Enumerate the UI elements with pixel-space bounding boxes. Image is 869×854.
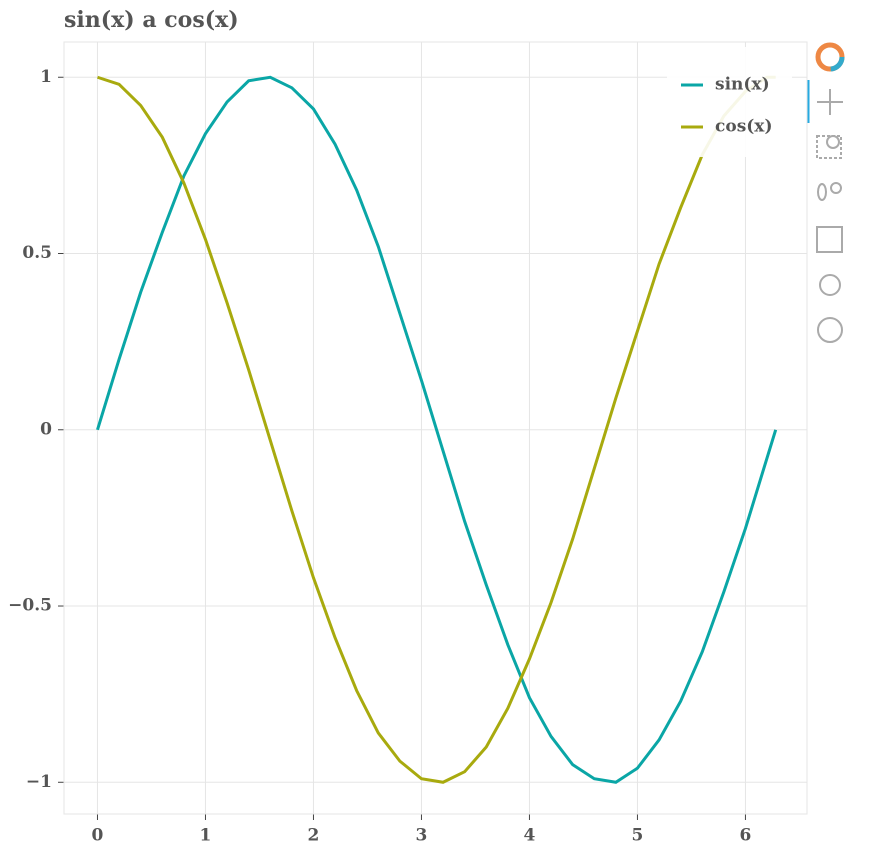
legend-label: sin(x) [715,75,770,95]
legend-label: cos(x) [715,117,772,137]
x-tick-label: 5 [632,826,644,846]
reset-tool[interactable] [819,274,841,296]
series-line [97,75,776,784]
wheel-zoom-tool[interactable] [817,182,842,201]
y-tick-label: 0 [40,419,52,439]
toolbar [806,42,845,343]
y-tick-label: 0.5 [22,243,52,263]
box-zoom-tool[interactable] [816,135,842,159]
x-tick-label: 3 [416,826,428,846]
x-tick-label: 4 [524,826,536,846]
x-tick-label: 0 [92,826,104,846]
y-tick-label: 1 [40,67,52,87]
plot-frame [63,41,808,815]
legend-box [667,47,792,157]
save-tool[interactable] [816,226,843,253]
y-tick-label: −0.5 [8,596,52,616]
help-tool[interactable] [817,317,843,343]
x-tick-label: 2 [308,826,320,846]
y-tick-label: −1 [26,772,52,792]
x-tick-label: 6 [740,826,752,846]
bokeh-logo [815,42,845,72]
chart-title: sin(x) a cos(x) [64,7,239,33]
pan-tool[interactable] [817,89,843,115]
x-tick-label: 1 [200,826,212,846]
series-line [96,75,778,784]
